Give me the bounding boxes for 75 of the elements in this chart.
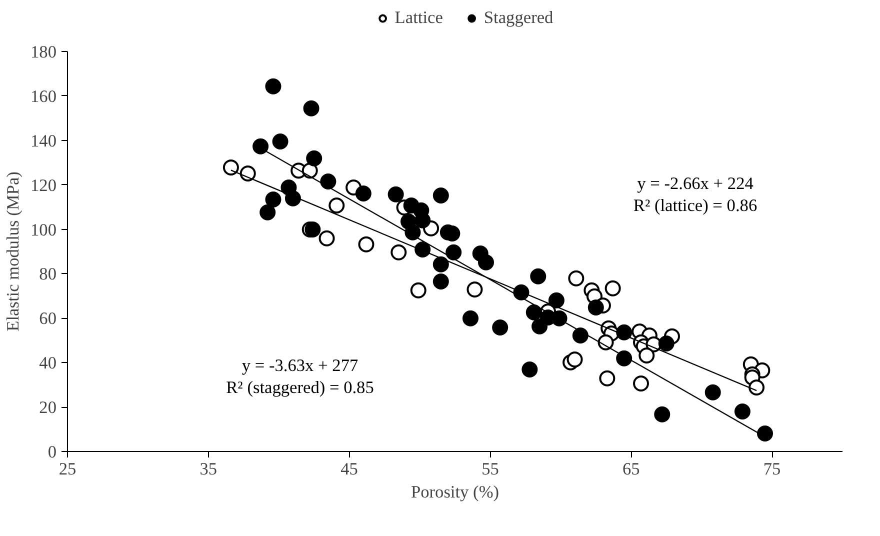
point: [616, 350, 632, 366]
y-tick-label: 120: [30, 176, 57, 195]
point: [466, 282, 483, 298]
point: [492, 320, 508, 336]
y-tick-label: 40: [39, 354, 56, 373]
annotation: y = -2.66x + 224: [637, 174, 754, 193]
point: [757, 426, 773, 442]
x-tick-label: 65: [622, 460, 640, 478]
point: [252, 138, 269, 154]
point: [734, 404, 750, 420]
x-axis-title: Porosity (%): [410, 482, 500, 502]
y-axis-title: Elastic modulus (MPa): [4, 171, 23, 332]
y-tick-label: 100: [30, 220, 57, 240]
point: [328, 198, 345, 214]
point: [658, 336, 674, 352]
point: [548, 292, 564, 308]
point: [390, 244, 407, 260]
point: [616, 324, 632, 340]
point: [526, 304, 542, 320]
point: [566, 352, 583, 368]
y-tick-label: 160: [30, 86, 57, 106]
point: [303, 100, 320, 116]
annotation: y = -3.63x + 277: [242, 356, 358, 375]
point: [522, 362, 538, 378]
point: [568, 270, 584, 286]
point: [284, 190, 301, 206]
point: [272, 134, 288, 150]
point: [358, 236, 374, 252]
point: [388, 186, 404, 202]
point: [532, 318, 548, 334]
point: [355, 186, 372, 202]
point: [604, 280, 621, 296]
point: [572, 328, 588, 344]
point: [588, 300, 604, 316]
point: [304, 222, 321, 238]
point: [530, 268, 546, 284]
y-tick-label: 60: [39, 309, 56, 328]
point: [432, 188, 449, 204]
point: [446, 244, 462, 260]
point: [265, 78, 282, 94]
point: [432, 274, 449, 290]
point: [598, 334, 614, 350]
point: [410, 282, 426, 298]
point: [638, 348, 655, 364]
point: [318, 230, 335, 246]
annotation: R² (lattice) = 0.86: [633, 196, 758, 215]
y-tick-label: 180: [30, 42, 57, 62]
point: [654, 406, 670, 422]
x-tick-label: 35: [200, 460, 218, 478]
x-tick-label: 45: [340, 460, 358, 478]
y-tick-label: 20: [39, 398, 56, 418]
point: [404, 224, 421, 240]
legend-label: Lattice: [394, 8, 443, 28]
point: [462, 310, 478, 326]
point: [599, 370, 616, 386]
y-tick-label: 80: [39, 264, 56, 284]
point: [432, 256, 449, 272]
x-tick-label: 25: [58, 460, 76, 478]
point: [265, 192, 282, 208]
x-tick-label: 75: [763, 460, 781, 478]
y-tick-label: 0: [48, 442, 57, 462]
point: [306, 150, 322, 166]
point: [748, 380, 765, 396]
point: [478, 254, 494, 270]
annotation: R² (staggered) = 0.85: [226, 378, 374, 397]
y-tick-label: 140: [30, 131, 57, 150]
legend-label: Staggered: [484, 8, 554, 28]
point: [551, 310, 568, 326]
point: [633, 376, 649, 392]
point: [240, 166, 256, 182]
point: [260, 204, 276, 220]
point: [704, 384, 721, 400]
point: [222, 160, 239, 176]
point: [320, 174, 336, 190]
x-tick-label: 55: [482, 460, 499, 478]
